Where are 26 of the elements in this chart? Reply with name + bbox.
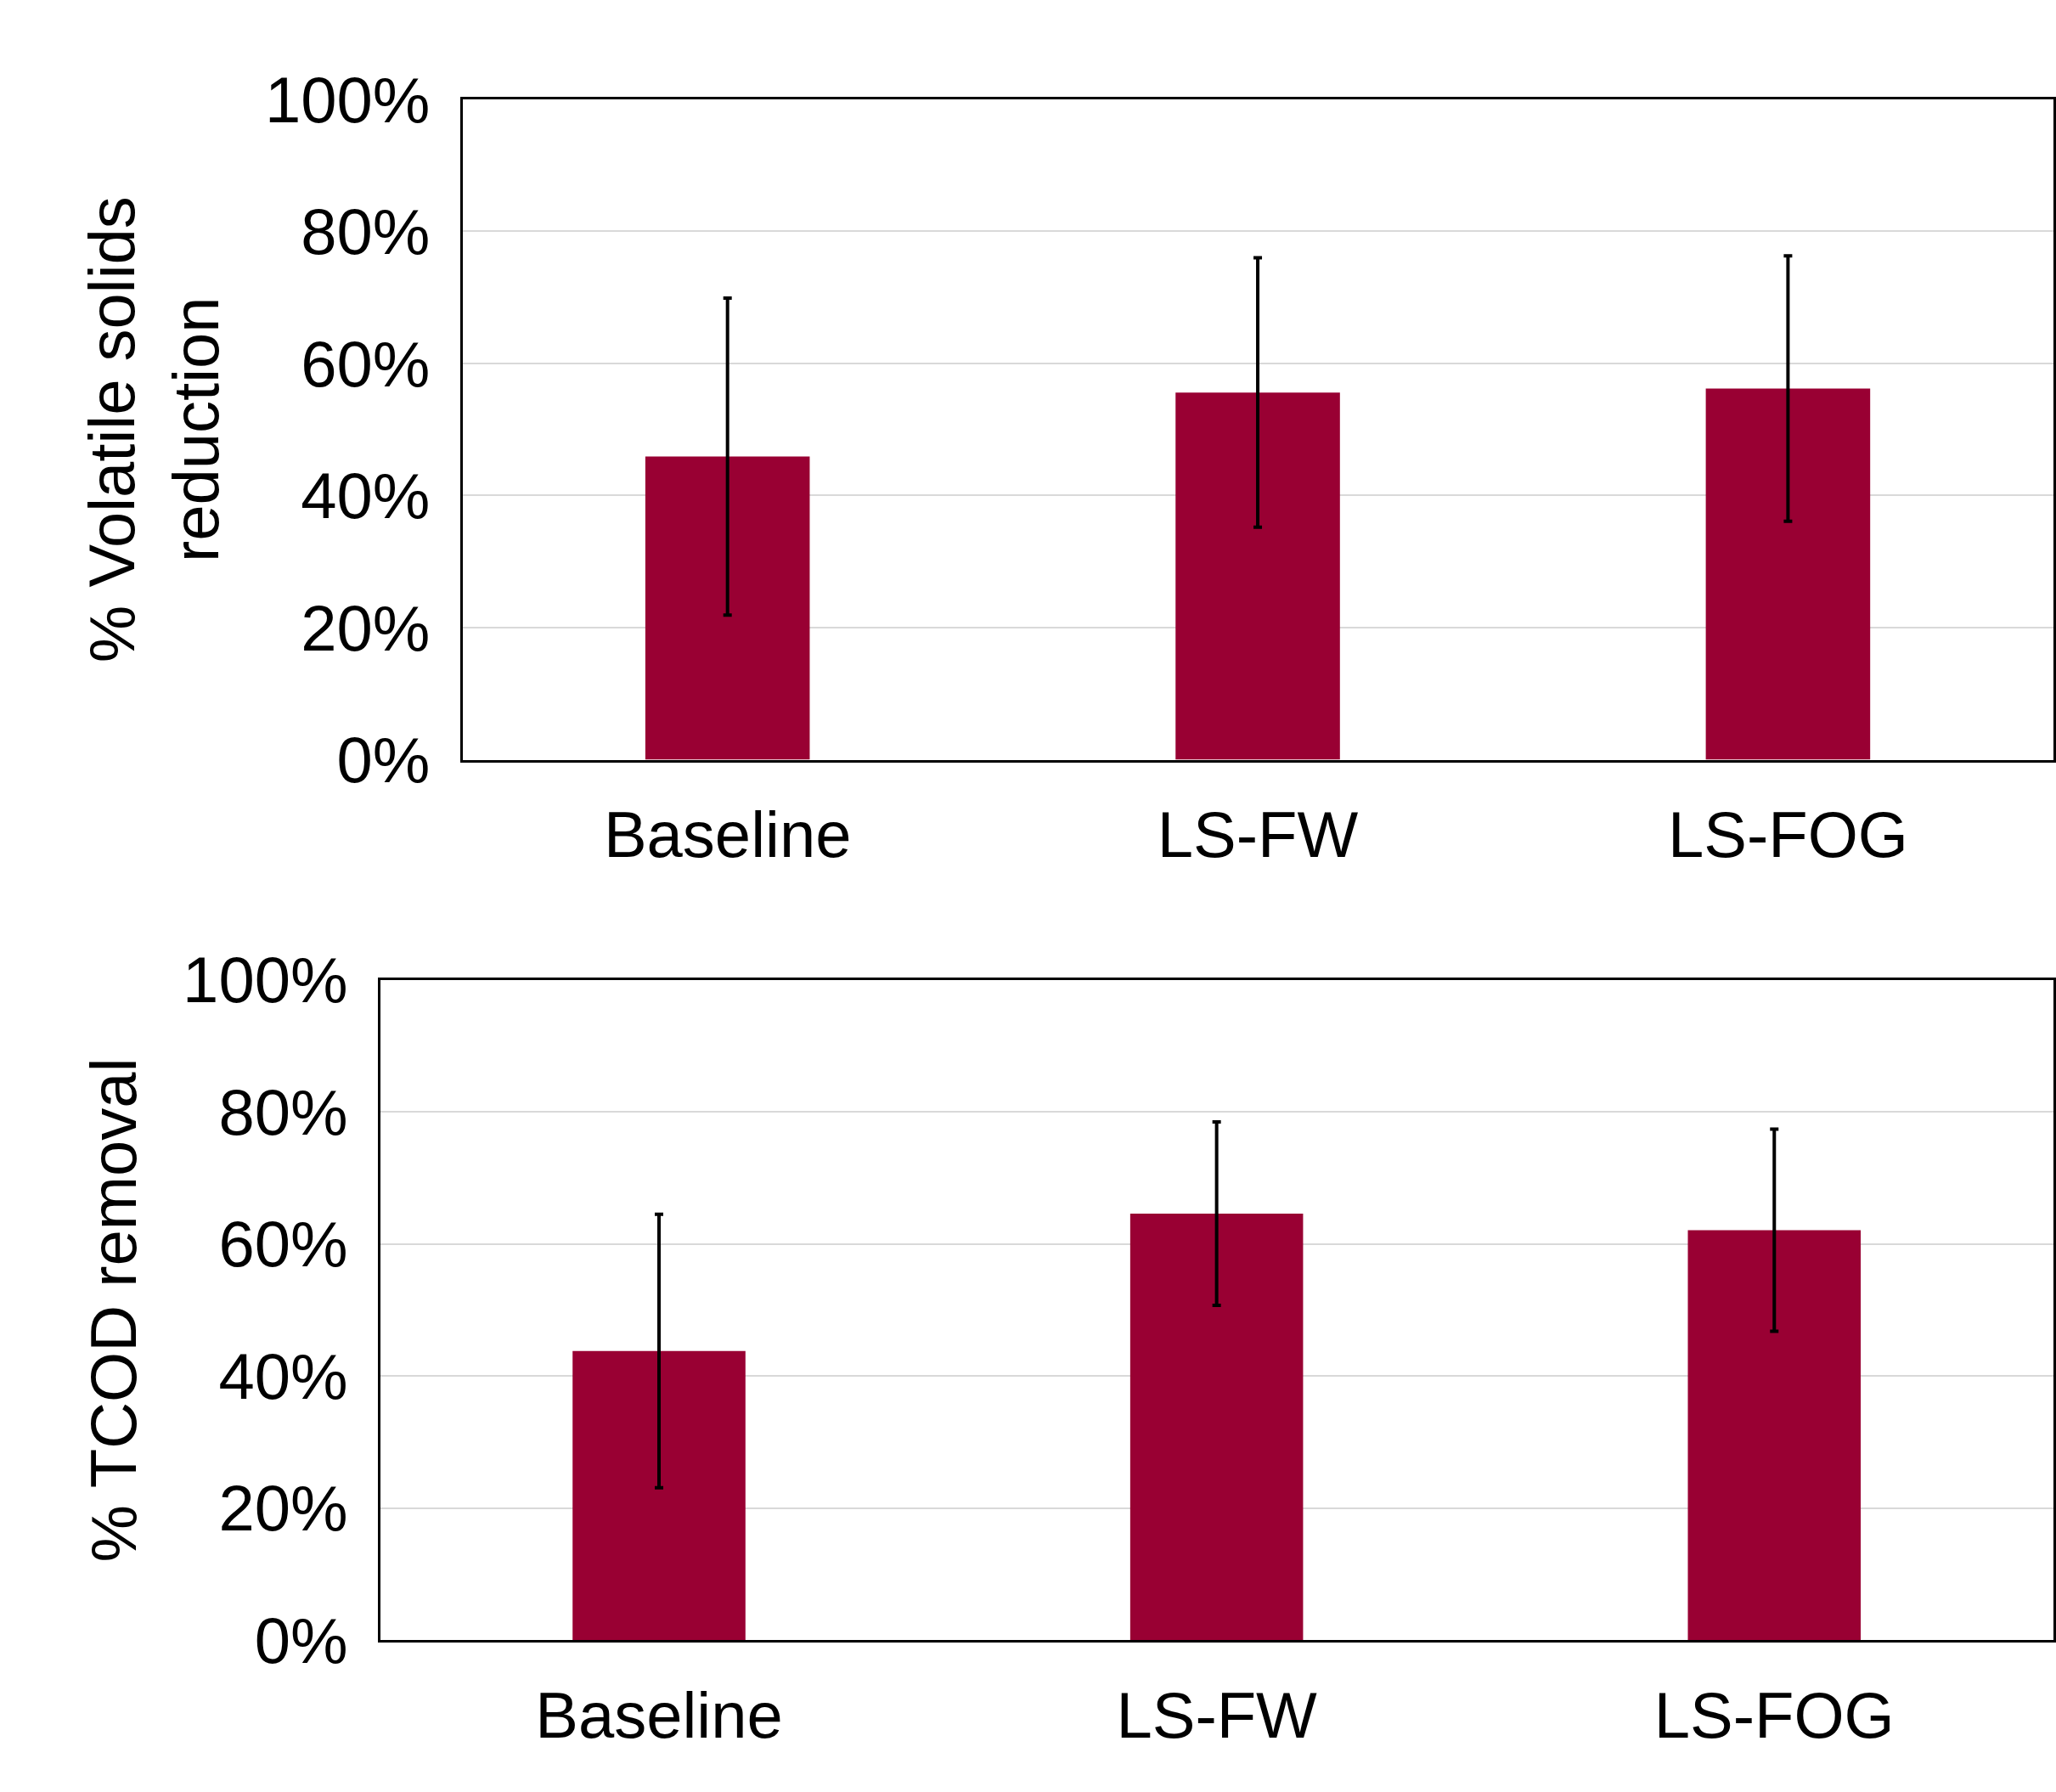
y-tick-label: 40%: [301, 459, 431, 533]
y-tick-label: 80%: [218, 1075, 348, 1148]
x-tick-label: LS-FOG: [1667, 797, 1908, 871]
x-tick-label: LS-FW: [1157, 797, 1359, 871]
bar: [1705, 388, 1871, 760]
y-tick-label: 0%: [254, 1603, 348, 1676]
y-tick-label: 100%: [264, 63, 431, 136]
y-tick-label: 20%: [301, 591, 431, 664]
x-tick-label: Baseline: [603, 797, 852, 871]
y-tick-label: 100%: [183, 944, 348, 1017]
x-tick-label: Baseline: [535, 1678, 783, 1751]
x-tick-label: LS-FOG: [1653, 1678, 1895, 1751]
bar: [1175, 392, 1340, 760]
y-axis-title: % Volatile solids reduction: [76, 196, 232, 663]
y-tick-label: 0%: [336, 724, 431, 797]
bar: [572, 1350, 746, 1641]
bar: [1687, 1230, 1862, 1641]
x-tick-label: LS-FW: [1116, 1678, 1318, 1751]
y-tick-label: 40%: [218, 1339, 348, 1412]
y-tick-label: 60%: [301, 327, 431, 400]
bar: [1129, 1213, 1304, 1641]
y-tick-label: 20%: [218, 1472, 348, 1545]
y-tick-label: 80%: [301, 195, 431, 268]
y-axis-title: % TCOD removal: [77, 1057, 150, 1563]
bar: [645, 456, 810, 760]
y-tick-label: 60%: [218, 1208, 348, 1281]
